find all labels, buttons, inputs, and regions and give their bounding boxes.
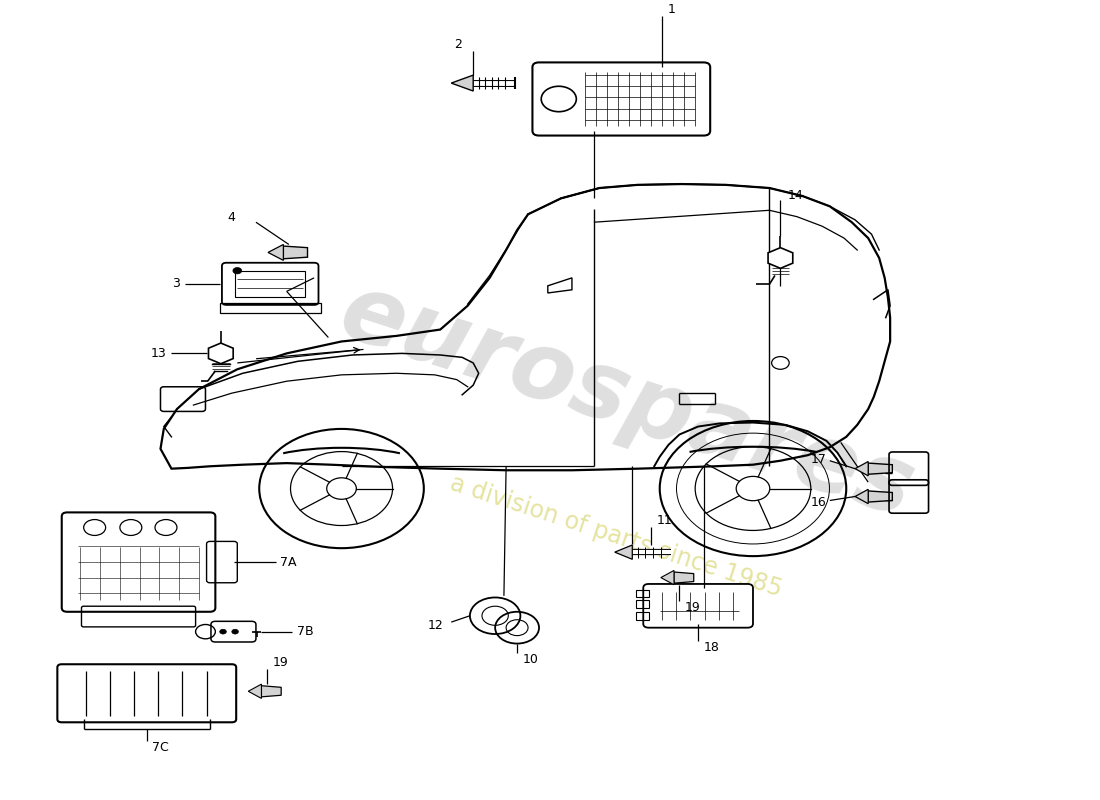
Bar [235, 270, 306, 297]
Text: 7A: 7A [280, 555, 297, 569]
Text: 16: 16 [811, 496, 826, 510]
Polygon shape [855, 462, 868, 476]
Text: a division of parts since 1985: a division of parts since 1985 [447, 471, 785, 602]
Text: 12: 12 [428, 618, 443, 632]
Text: 14: 14 [788, 190, 804, 202]
Bar [636, 612, 649, 620]
Bar [636, 590, 649, 598]
Text: 4: 4 [228, 211, 235, 224]
Polygon shape [661, 570, 674, 585]
Text: 13: 13 [151, 347, 166, 360]
Text: 1: 1 [668, 2, 675, 16]
Text: 2: 2 [454, 38, 462, 51]
Text: 19: 19 [685, 602, 701, 614]
Polygon shape [868, 491, 892, 502]
Polygon shape [249, 684, 262, 698]
Polygon shape [674, 572, 694, 583]
Polygon shape [268, 245, 284, 260]
Polygon shape [284, 246, 308, 258]
Circle shape [232, 630, 239, 634]
Polygon shape [615, 545, 632, 559]
Bar [220, 302, 321, 313]
Text: 19: 19 [273, 656, 288, 669]
Text: 7B: 7B [297, 625, 313, 638]
Text: 17: 17 [811, 453, 826, 466]
Polygon shape [855, 490, 868, 504]
Text: 11: 11 [657, 514, 673, 527]
Polygon shape [262, 686, 282, 697]
Polygon shape [451, 75, 473, 91]
Polygon shape [868, 463, 892, 474]
Text: 10: 10 [522, 653, 538, 666]
Text: eurospares: eurospares [329, 265, 925, 537]
Bar [636, 600, 649, 608]
Text: 3: 3 [173, 278, 180, 290]
Text: 7C: 7C [152, 742, 169, 754]
Circle shape [233, 267, 242, 274]
Text: 18: 18 [704, 641, 719, 654]
Polygon shape [209, 343, 233, 364]
Circle shape [220, 630, 227, 634]
Polygon shape [768, 248, 793, 268]
